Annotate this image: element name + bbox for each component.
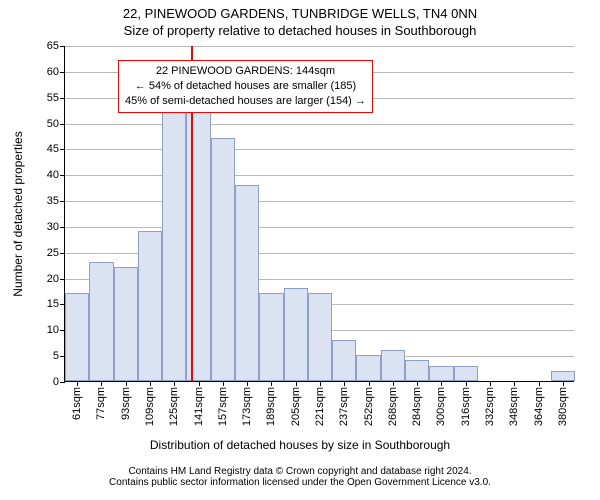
xtick-label: 141sqm: [193, 387, 205, 426]
histogram-bar: [454, 366, 478, 382]
histogram-bar: [259, 293, 283, 381]
histogram-bar: [308, 293, 332, 381]
ytick-label: 5: [53, 350, 65, 362]
xtick-mark: [369, 381, 370, 386]
xtick-label: 205sqm: [290, 387, 302, 426]
xtick-label: 300sqm: [435, 387, 447, 426]
xtick-label: 61sqm: [71, 387, 83, 420]
xtick-mark: [320, 381, 321, 386]
histogram-bar: [429, 366, 453, 382]
gridline: [65, 201, 574, 202]
marker-callout: 22 PINEWOOD GARDENS: 144sqm ← 54% of det…: [118, 60, 373, 113]
ytick-label: 25: [47, 247, 65, 259]
x-axis-label: Distribution of detached houses by size …: [0, 438, 600, 452]
ytick-label: 40: [47, 169, 65, 181]
xtick-label: 157sqm: [217, 387, 229, 426]
histogram-bar: [405, 360, 429, 381]
histogram-bar: [284, 288, 308, 381]
xtick-label: 93sqm: [120, 387, 132, 420]
xtick-label: 189sqm: [265, 387, 277, 426]
xtick-label: 125sqm: [168, 387, 180, 426]
gridline: [65, 46, 574, 47]
xtick-mark: [393, 381, 394, 386]
xtick-label: 237sqm: [338, 387, 350, 426]
ytick-label: 60: [47, 66, 65, 78]
xtick-mark: [490, 381, 491, 386]
page-title: 22, PINEWOOD GARDENS, TUNBRIDGE WELLS, T…: [0, 0, 600, 21]
gridline: [65, 227, 574, 228]
xtick-label: 173sqm: [241, 387, 253, 426]
xtick-mark: [271, 381, 272, 386]
footer: Contains HM Land Registry data © Crown c…: [0, 466, 600, 488]
xtick-mark: [514, 381, 515, 386]
xtick-mark: [417, 381, 418, 386]
footer-line1: Contains HM Land Registry data © Crown c…: [0, 466, 600, 477]
xtick-mark: [199, 381, 200, 386]
histogram-bar: [356, 355, 380, 381]
xtick-mark: [126, 381, 127, 386]
xtick-label: 284sqm: [411, 387, 423, 426]
histogram-bar: [551, 371, 575, 381]
xtick-label: 221sqm: [314, 387, 326, 426]
y-axis-label: Number of detached properties: [11, 131, 25, 296]
xtick-label: 109sqm: [144, 387, 156, 426]
ytick-label: 35: [47, 195, 65, 207]
xtick-mark: [563, 381, 564, 386]
xtick-mark: [223, 381, 224, 386]
ytick-label: 15: [47, 298, 65, 310]
xtick-label: 348sqm: [508, 387, 520, 426]
xtick-mark: [344, 381, 345, 386]
gridline: [65, 124, 574, 125]
footer-line2: Contains public sector information licen…: [0, 477, 600, 488]
gridline: [65, 175, 574, 176]
xtick-mark: [441, 381, 442, 386]
histogram-bar: [114, 267, 138, 381]
xtick-mark: [539, 381, 540, 386]
xtick-mark: [77, 381, 78, 386]
gridline: [65, 149, 574, 150]
callout-line3: 45% of semi-detached houses are larger (…: [125, 94, 366, 109]
xtick-label: 364sqm: [533, 387, 545, 426]
ytick-label: 10: [47, 324, 65, 336]
ytick-label: 30: [47, 221, 65, 233]
xtick-label: 77sqm: [95, 387, 107, 420]
xtick-mark: [150, 381, 151, 386]
histogram-bar: [211, 138, 235, 381]
histogram-bar: [235, 185, 259, 381]
xtick-label: 380sqm: [557, 387, 569, 426]
histogram-bar: [138, 231, 162, 381]
page-subtitle: Size of property relative to detached ho…: [0, 21, 600, 38]
xtick-mark: [296, 381, 297, 386]
ytick-label: 0: [53, 376, 65, 388]
histogram-bar: [332, 340, 356, 381]
ytick-label: 65: [47, 40, 65, 52]
xtick-label: 316sqm: [460, 387, 472, 426]
xtick-label: 268sqm: [387, 387, 399, 426]
xtick-label: 252sqm: [363, 387, 375, 426]
histogram-bar: [162, 112, 186, 381]
ytick-label: 45: [47, 143, 65, 155]
histogram-bar: [89, 262, 113, 381]
xtick-mark: [101, 381, 102, 386]
ytick-label: 50: [47, 118, 65, 130]
xtick-mark: [466, 381, 467, 386]
histogram-bar: [381, 350, 405, 381]
ytick-label: 55: [47, 92, 65, 104]
callout-line2: ← 54% of detached houses are smaller (18…: [125, 79, 366, 94]
xtick-mark: [247, 381, 248, 386]
histogram-bar: [65, 293, 89, 381]
callout-line1: 22 PINEWOOD GARDENS: 144sqm: [125, 64, 366, 79]
xtick-label: 332sqm: [484, 387, 496, 426]
xtick-mark: [174, 381, 175, 386]
ytick-label: 20: [47, 273, 65, 285]
